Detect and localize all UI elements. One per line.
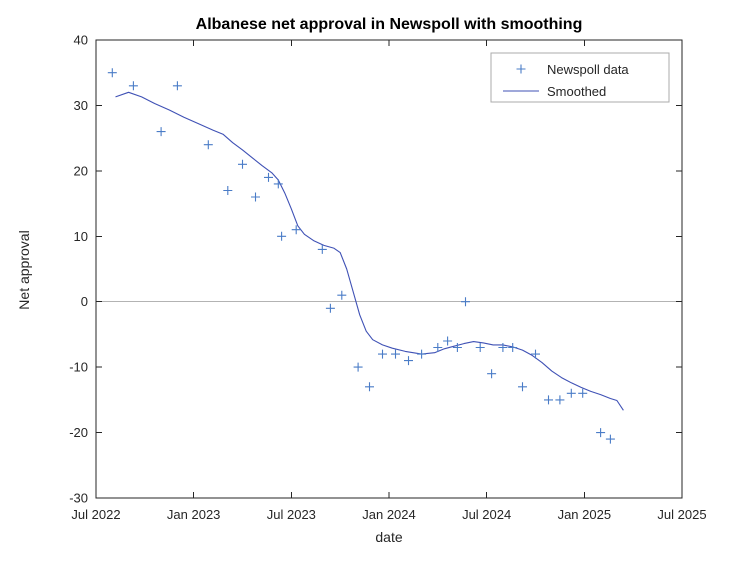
svg-text:Jan 2023: Jan 2023 [167, 507, 221, 522]
svg-text:-10: -10 [69, 360, 88, 375]
svg-text:Jul 2024: Jul 2024 [462, 507, 511, 522]
svg-text:Jul 2023: Jul 2023 [267, 507, 316, 522]
svg-text:Jul 2022: Jul 2022 [71, 507, 120, 522]
svg-text:0: 0 [81, 294, 88, 309]
legend-label-smoothed: Smoothed [547, 84, 607, 99]
svg-text:20: 20 [74, 163, 88, 178]
svg-text:40: 40 [74, 33, 88, 48]
y-axis-label: Net approval [16, 230, 32, 310]
legend-label-newspoll-data: Newspoll data [547, 62, 629, 77]
svg-text:Jan 2024: Jan 2024 [362, 507, 416, 522]
svg-text:30: 30 [74, 98, 88, 113]
svg-text:-30: -30 [69, 491, 88, 506]
x-axis-label: date [375, 529, 403, 545]
svg-text:Jan 2025: Jan 2025 [558, 507, 612, 522]
chart-title: Albanese net approval in Newspoll with s… [195, 16, 583, 33]
svg-text:Jul 2025: Jul 2025 [657, 507, 706, 522]
svg-text:-20: -20 [69, 425, 88, 440]
svg-text:10: 10 [74, 229, 88, 244]
